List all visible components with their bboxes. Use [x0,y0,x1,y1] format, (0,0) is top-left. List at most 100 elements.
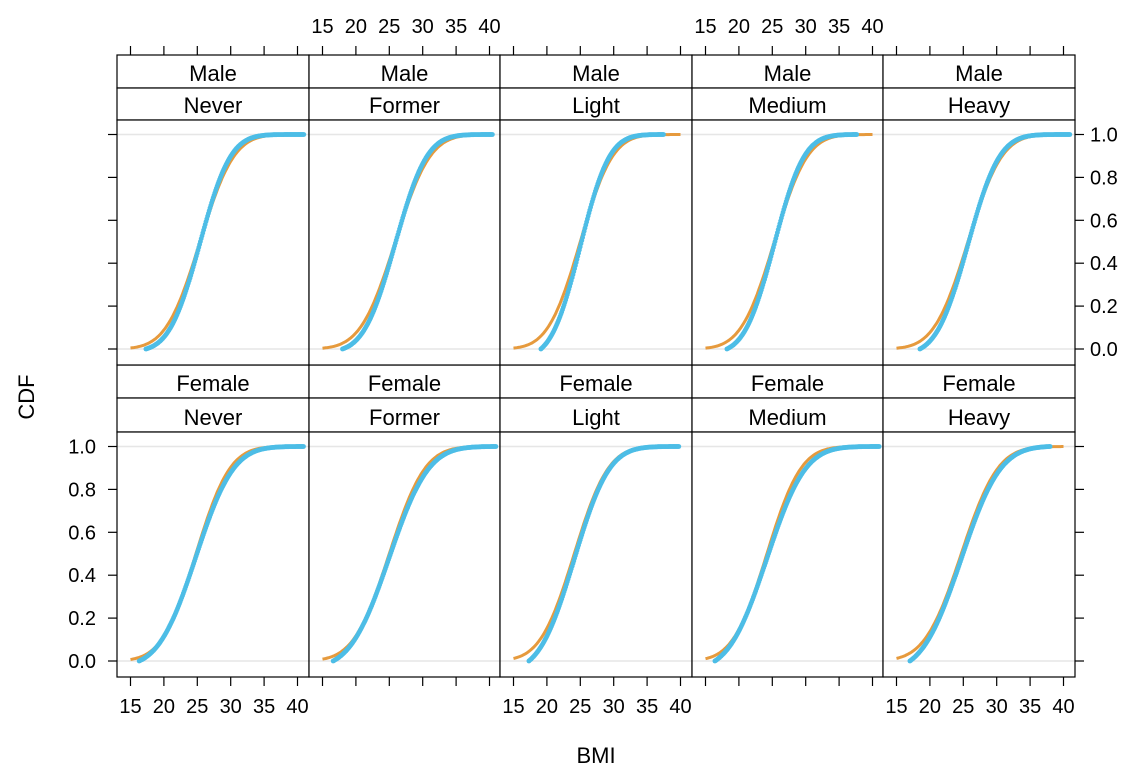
strip-sex-label: Female [176,371,249,396]
x-tick-label: 30 [795,16,817,38]
x-tick-label: 20 [536,696,558,718]
panel-female-never: Female Never [116,364,310,678]
y-tick-label: 0.8 [68,479,96,501]
panel-male-former: Male Former [308,54,501,366]
strip-smoking-label: Former [369,405,440,430]
y-tick-label: 0.4 [1090,253,1118,275]
panel-male-heavy: Male Heavy [882,54,1076,366]
x-tick-label: 15 [311,16,333,38]
strip-smoking-label: Heavy [948,93,1010,118]
strip-sex [308,364,501,399]
empirical-cdf-points [136,444,306,664]
panel-female-light: Female Light [499,364,693,678]
panel-male-medium: Male Medium [691,54,884,366]
x-tick-label: 15 [885,696,907,718]
empirical-point [1067,132,1073,137]
x-tick-label: 20 [728,16,750,38]
strip-smoking-label: Former [369,93,440,118]
strip-smoking-label: Never [184,405,243,430]
plot-frame [882,431,1076,678]
plot-area [500,432,692,677]
x-tick-label: 35 [253,696,275,718]
strip-smoking-label: Heavy [948,405,1010,430]
panel-female-former: Female Former [308,364,501,678]
y-tick-label: 0.0 [1090,339,1118,361]
panel-female-medium: Female Medium [691,364,884,678]
x-tick-label: 35 [445,16,467,38]
x-tick-label: 20 [919,696,941,718]
x-tick-label: 25 [186,696,208,718]
plot-area [309,120,500,365]
y-tick-label: 0.8 [1090,167,1118,189]
strip-sex-label: Male [189,61,237,86]
x-tick-label: 25 [378,16,400,38]
axes: 15 20 25 30 35 40 15 20 25 30 35 40 15 20 25 30 35 40 15 20… [68,16,1118,718]
empirical-cdf-points [724,132,860,352]
panel-male-light: Male Light [499,54,693,366]
y-tick-label: 0.6 [1090,210,1118,232]
y-tick-label: 0.4 [68,565,96,587]
y-tick-label: 1.0 [68,437,96,459]
y-tick-label: 1.0 [1090,125,1118,147]
panel-grid: FemaleNeverFemaleFormerFemaleLightFemale… [116,54,1076,678]
y-axis-label: CDF [14,374,39,419]
plot-area [883,432,1075,677]
empirical-point [493,444,499,449]
x-tick-label: 30 [220,696,242,718]
x-axis-label: BMI [576,743,615,768]
empirical-point [676,444,682,449]
x-tick-label: 40 [861,16,883,38]
empirical-point [876,444,882,449]
empirical-cdf-points [538,132,666,352]
plot-area [117,432,309,677]
plot-area [117,120,309,365]
strip-sex [882,364,1076,399]
x-tick-label: 15 [694,16,716,38]
strip-sex-label: Male [764,61,812,86]
strip-sex-label: Female [942,371,1015,396]
x-tick-label: 35 [828,16,850,38]
empirical-cdf-points [526,444,682,664]
x-tick-label: 40 [669,696,691,718]
plot-frame [882,119,1076,366]
empirical-cdf-points [330,444,499,664]
strip-sex [499,54,693,89]
x-tick-label: 35 [636,696,658,718]
empirical-point [301,132,307,137]
x-tick-label: 40 [478,16,500,38]
empirical-cdf-points [143,132,307,352]
strip-smoking [116,87,310,121]
x-tick-label: 20 [153,696,175,718]
plot-area [692,120,883,365]
strip-smoking-label: Medium [748,405,826,430]
strip-smoking [882,397,1076,433]
x-tick-label: 40 [1052,696,1074,718]
panel-male-never: Male Never [116,54,310,366]
y-tick-label: 0.2 [68,608,96,630]
strip-smoking [116,397,310,433]
x-tick-label: 15 [502,696,524,718]
x-tick-label: 30 [412,16,434,38]
empirical-cdf-points [917,132,1073,352]
y-tick-label: 0.0 [68,651,96,673]
strip-sex-label: Female [559,371,632,396]
y-tick-label: 0.2 [1090,296,1118,318]
strip-smoking [499,87,693,121]
empirical-point [490,132,495,137]
plot-area [883,120,1075,365]
x-tick-label: 35 [1019,696,1041,718]
x-tick-label: 40 [286,696,308,718]
strip-sex-label: Male [572,61,620,86]
empirical-cdf-points [340,132,495,352]
plot-area [309,432,500,677]
panel-female-heavy: Female Heavy [882,364,1076,678]
strip-sex [116,54,310,89]
plot-area [692,432,883,677]
y-tick-label: 0.6 [68,522,96,544]
strip-sex-label: Male [955,61,1003,86]
empirical-cdf-points [712,444,882,664]
x-tick-label: 30 [986,696,1008,718]
empirical-point [1047,444,1053,449]
strip-smoking-label: Medium [748,93,826,118]
